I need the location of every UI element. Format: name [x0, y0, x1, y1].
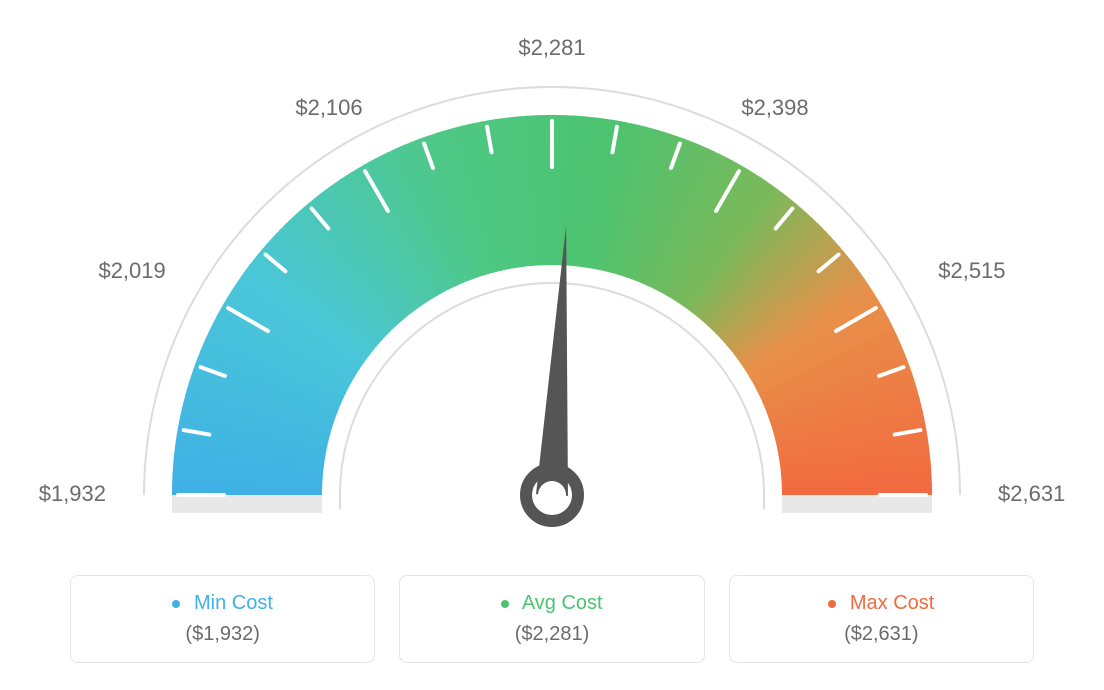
legend-max-value: ($2,631): [750, 623, 1013, 646]
gauge-area: $1,932 $2,019 $2,106 $2,281 $2,398 $2,515 $2,6…: [30, 15, 1074, 555]
gauge-tick-label: $2,281: [518, 35, 585, 60]
legend-min-label: Min Cost: [194, 592, 273, 614]
legend-max-label: Max Cost: [850, 592, 934, 614]
legend-min-value: ($1,932): [91, 623, 354, 646]
legend-card-avg: Avg Cost ($2,281): [399, 575, 704, 663]
gauge-tick-label: $2,398: [741, 95, 808, 120]
legend-card-max: Max Cost ($2,631): [729, 575, 1034, 663]
gauge-tick-label: $1,932: [39, 481, 106, 506]
legend-max-title: Max Cost: [750, 592, 1013, 615]
legend-card-min: Min Cost ($1,932): [70, 575, 375, 663]
legend-min-title: Min Cost: [91, 592, 354, 615]
legend-row: Min Cost ($1,932) Avg Cost ($2,281) Max …: [30, 575, 1074, 663]
gauge-tick-label: $2,019: [98, 258, 165, 283]
gauge-svg: $1,932 $2,019 $2,106 $2,281 $2,398 $2,515 $2,6…: [30, 15, 1074, 555]
legend-avg-label: Avg Cost: [522, 592, 603, 614]
legend-avg-value: ($2,281): [420, 623, 683, 646]
gauge-tick-label: $2,631: [998, 481, 1065, 506]
gauge-chart-container: $1,932 $2,019 $2,106 $2,281 $2,398 $2,515 $2,6…: [0, 0, 1104, 690]
gauge-tick-label: $2,106: [295, 95, 362, 120]
legend-avg-title: Avg Cost: [420, 592, 683, 615]
bullet-min-icon: [172, 600, 180, 608]
bullet-max-icon: [828, 600, 836, 608]
bullet-avg-icon: [501, 600, 509, 608]
gauge-tick-label: $2,515: [938, 258, 1005, 283]
